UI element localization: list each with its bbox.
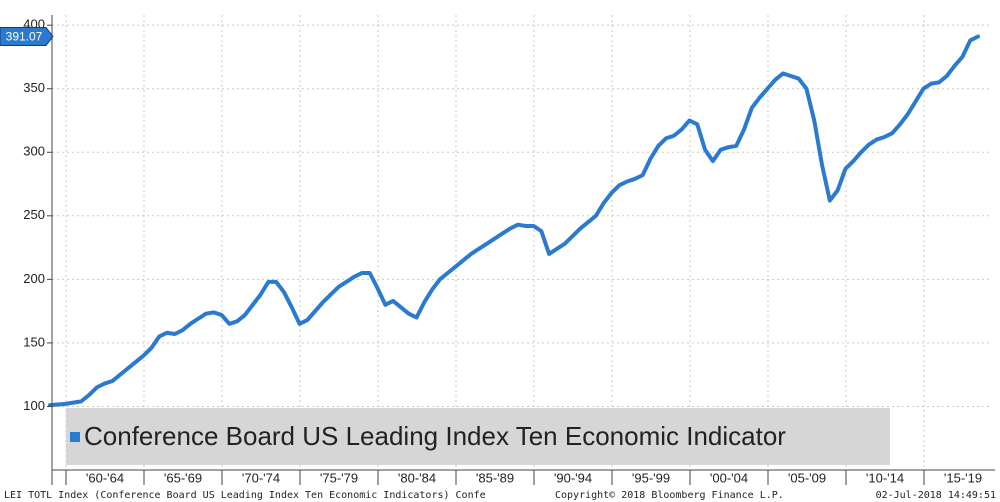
x-tick-label: '95-'99 — [632, 470, 670, 485]
x-tick-label: '00-'04 — [710, 470, 748, 485]
y-tick-label: 350 — [23, 80, 45, 95]
x-tick-label: '80-'84 — [398, 470, 436, 485]
x-tick-label: '60-'64 — [86, 470, 124, 485]
legend-swatch — [70, 432, 80, 442]
x-tick-label: '70-'74 — [242, 470, 280, 485]
x-tick-label: '65-'69 — [164, 470, 202, 485]
x-tick-label: '10-'14 — [866, 470, 904, 485]
y-tick-label: 100 — [23, 398, 45, 413]
x-tick-label: '05-'09 — [788, 470, 826, 485]
x-tick-label: '90-'94 — [554, 470, 592, 485]
footer-left: LEI TOTL Index (Conference Board US Lead… — [4, 490, 486, 501]
last-value-tag — [0, 27, 54, 47]
footer-center: Copyright© 2018 Bloomberg Finance L.P. — [555, 490, 784, 501]
legend-label: Conference Board US Leading Index Ten Ec… — [84, 421, 786, 451]
x-tick-label: '15-'19 — [944, 470, 982, 485]
y-tick-label: 300 — [23, 144, 45, 159]
y-tick-label: 200 — [23, 271, 45, 286]
x-tick-label: '75-'79 — [320, 470, 358, 485]
x-tick-label: '85-'89 — [476, 470, 514, 485]
plot-area — [52, 15, 990, 470]
y-tick-label: 150 — [23, 334, 45, 349]
y-tick-label: 250 — [23, 207, 45, 222]
footer-right: 02-Jul-2018 14:49:51 — [876, 490, 996, 501]
series-line — [48, 34, 980, 408]
legend-box — [66, 408, 890, 465]
last-value-label: 391.07 — [6, 30, 43, 44]
